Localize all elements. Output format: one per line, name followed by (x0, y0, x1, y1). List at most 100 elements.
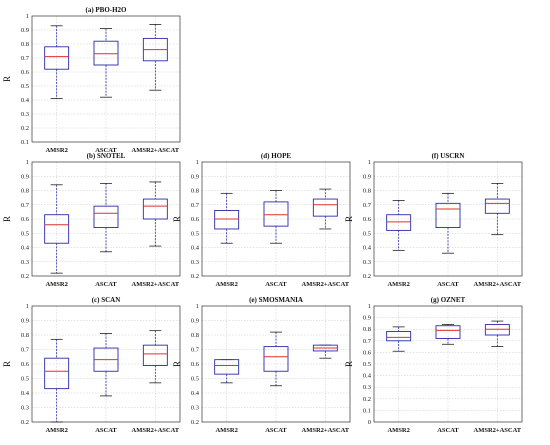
y-tick-label: 0.1 (21, 139, 29, 146)
y-tick-label: 0.7 (21, 55, 30, 62)
x-category-label: ASCAT (95, 281, 117, 288)
box-iqr (44, 357, 70, 390)
box-iqr (386, 214, 412, 231)
y-tick-label: 0.4 (21, 390, 30, 397)
y-tick-label: 0.7 (21, 347, 30, 354)
panel-title: (c) SCAN (92, 296, 121, 304)
y-tick-label: 0.6 (363, 349, 372, 356)
y-tick-label: 1 (368, 159, 371, 166)
panel-title: (a) PBO-H2O (85, 6, 127, 14)
x-category-label: AMSR2+ASCAT (302, 281, 350, 288)
x-category-label: AMSR2 (387, 281, 409, 288)
y-tick-label: 0.6 (191, 216, 200, 223)
box-iqr (44, 214, 70, 244)
y-tick-label: 0.3 (363, 384, 371, 391)
box-ascat (263, 190, 289, 244)
y-tick-label: 0.5 (21, 376, 29, 383)
plot-frame (201, 305, 351, 423)
box-iqr (312, 198, 338, 217)
y-axis-label: R (172, 216, 182, 222)
y-tick-label: 0.4 (363, 245, 372, 252)
box-ascat (435, 192, 461, 254)
y-tick-label: 0.6 (21, 361, 30, 368)
x-category-label: ASCAT (265, 281, 287, 288)
y-tick-label: 0.3 (191, 259, 199, 266)
y-axis-label: R (344, 361, 354, 367)
y-tick-label: 0.2 (191, 273, 199, 280)
box-iqr (142, 344, 168, 366)
y-tick-label: 0.2 (363, 273, 371, 280)
box-iqr (386, 331, 412, 342)
panel-5: 0.2 0.3 0.4 0.5 0.6 0.7 0.8 0.9 1 (f) USCRN R AMSR2… (344, 152, 523, 288)
x-category-label: ASCAT (95, 427, 117, 434)
y-tick-label: 0.9 (21, 27, 29, 34)
y-tick-label: 1 (26, 159, 29, 166)
x-category-label: AMSR2+ASCAT (474, 281, 522, 288)
y-tick-label: 0.4 (191, 245, 200, 252)
x-category-label: AMSR2 (45, 147, 67, 154)
panel-title: (g) OZNET (431, 296, 466, 304)
box-ascat (93, 182, 119, 253)
box-ascat (263, 331, 289, 387)
y-tick-label: 0.7 (191, 202, 200, 209)
y-tick-label: 0.2 (21, 419, 29, 426)
x-category-label: AMSR2+ASCAT (132, 427, 180, 434)
y-tick-label: 0.5 (191, 230, 199, 237)
y-tick-label: 0.9 (363, 173, 371, 180)
y-tick-label: 0.9 (363, 315, 371, 322)
box-amsr2 (44, 338, 70, 423)
box-iqr (263, 201, 289, 227)
plot-frame (31, 15, 181, 143)
x-category-label: AMSR2+ASCAT (132, 147, 180, 154)
box-iqr (214, 209, 240, 230)
y-tick-label: 0.4 (21, 97, 30, 104)
box-iqr (214, 359, 240, 375)
y-tick-label: 0.7 (21, 202, 30, 209)
y-tick-label: 0.8 (21, 41, 29, 48)
y-axis-label: R (2, 216, 12, 222)
x-category-label: ASCAT (95, 147, 117, 154)
y-tick-label: 0.2 (191, 419, 199, 426)
panel-6: 0 0.1 0.2 0.3 0.4 0.5 0.6 0.7 0.8 0.9 1 (g) OZNET R A… (344, 296, 523, 434)
box-iqr (435, 325, 461, 339)
panel-title: (b) SNOTEL (87, 152, 126, 160)
y-axis-label: R (2, 76, 12, 82)
y-tick-label: 0.8 (363, 326, 371, 333)
box-iqr (484, 198, 510, 214)
x-category-label: AMSR2 (215, 427, 237, 434)
box-iqr (93, 40, 119, 66)
box-amsr2 (386, 326, 412, 352)
panel-0: 0.1 0.2 0.3 0.4 0.5 0.6 0.7 0.8 0.9 1 (a) PBO-H2O R… (2, 6, 181, 154)
box-iqr (263, 346, 289, 372)
y-tick-label: 0.7 (191, 347, 200, 354)
x-category-label: AMSR2 (387, 427, 409, 434)
box-iqr (484, 324, 510, 336)
y-tick-label: 0.9 (21, 173, 29, 180)
y-tick-label: 0.8 (21, 332, 29, 339)
x-category-label: AMSR2+ASCAT (132, 281, 180, 288)
box-amsr2-ascat (484, 182, 510, 236)
y-tick-label: 1 (196, 303, 199, 310)
y-tick-label: 0.5 (363, 361, 371, 368)
y-axis-label: R (172, 361, 182, 367)
panel-3: 0.2 0.3 0.4 0.5 0.6 0.7 0.8 0.9 1 (d) HOPE R AMSR2 A… (172, 152, 351, 288)
y-tick-label: 0.8 (21, 188, 29, 195)
panel-1: 0.2 0.3 0.4 0.5 0.6 0.7 0.8 0.9 1 (b) SNOTEL R AMSR… (2, 152, 181, 288)
y-tick-label: 0.5 (191, 376, 199, 383)
plot-frame (31, 161, 181, 277)
y-tick-label: 0.4 (191, 390, 200, 397)
box-amsr2-ascat (142, 23, 168, 91)
box-ascat (93, 28, 119, 98)
panel-title: (f) USCRN (432, 152, 465, 160)
box-amsr2-ascat (312, 344, 338, 359)
y-tick-label: 0.3 (191, 405, 199, 412)
plot-frame (31, 305, 181, 423)
plot-frame (373, 161, 523, 277)
box-ascat (435, 324, 461, 345)
x-category-label: ASCAT (437, 427, 459, 434)
box-amsr2-ascat (142, 181, 168, 247)
y-tick-label: 0.6 (191, 361, 200, 368)
box-amsr2-ascat (312, 188, 338, 230)
y-tick-label: 0.4 (21, 245, 30, 252)
